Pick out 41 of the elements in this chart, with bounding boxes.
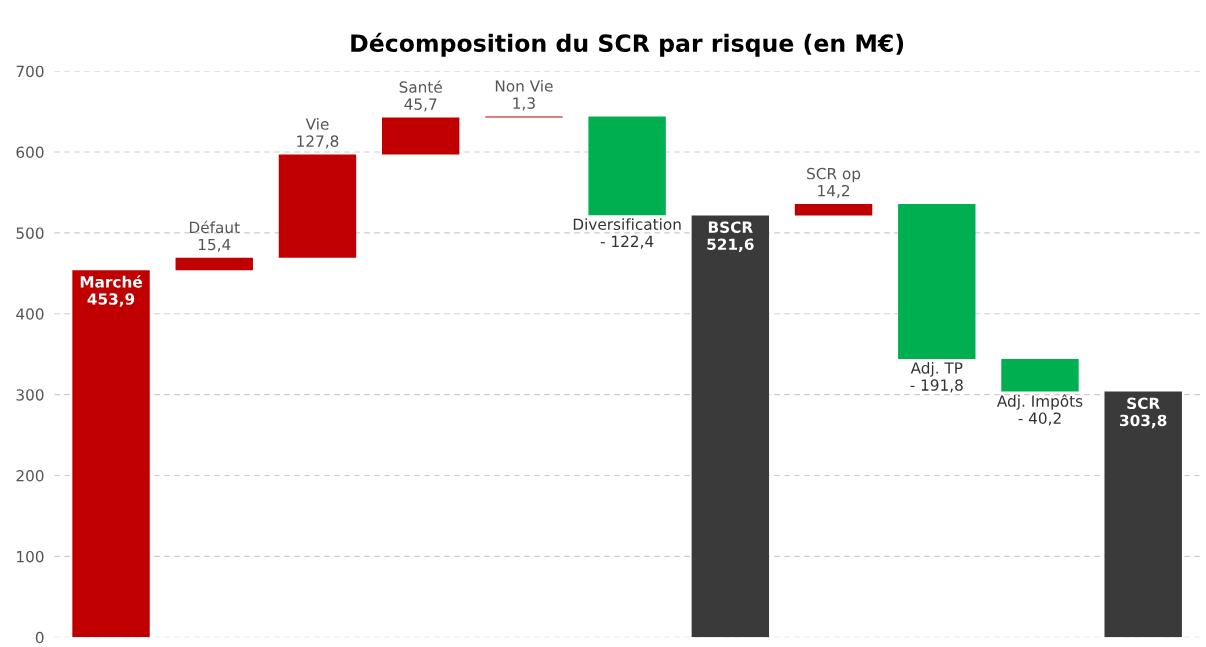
bar [588,116,666,216]
data-label: 1,3 [513,97,535,111]
data-label: 453,9 [87,293,135,307]
data-label: - 122,4 [600,235,654,249]
bar [794,203,873,216]
bar [381,117,460,155]
data-label: 45,7 [404,98,437,112]
bar [175,257,253,271]
bar [898,203,976,360]
bar [691,215,770,638]
x-tick-label: SCR [1127,397,1160,410]
bar [1001,359,1079,392]
x-tick-label: Vie [305,117,329,130]
y-tick-label: 100 [17,550,44,563]
x-tick-label: Adj. Impôts [996,394,1083,410]
data-label: 14,2 [818,184,850,199]
data-label: 303,8 [1120,414,1167,429]
y-tick-label: 600 [16,146,44,159]
x-tick-label: Non Vie [495,79,553,92]
x-tick-label: Santé [399,80,442,93]
x-tick-label: Diversification [573,218,681,231]
data-label: 15,4 [198,238,231,252]
x-tick-label: Marché [80,275,142,288]
y-tick-label: 400 [16,308,44,320]
data-label: - 40,2 [1018,412,1061,426]
y-tick-label: 0 [35,631,44,644]
data-label: - 191,8 [910,379,963,393]
x-tick-label: Adj. TP [910,361,963,377]
y-tick-label: 200 [16,470,44,482]
y-tick-label: 700 [16,65,44,78]
bar [72,270,150,638]
x-tick-label: SCR op [807,167,861,183]
bar [1104,391,1182,638]
data-label: 521,6 [707,238,754,252]
bar [278,154,357,258]
x-tick-label: Défaut [189,220,240,234]
y-tick-label: 500 [16,227,44,239]
data-label: 127,8 [297,135,339,149]
y-tick-label: 300 [16,389,44,401]
chart-title: Décomposition du SCR par risque (en M€) [351,32,904,57]
x-tick-label: BSCR [708,221,753,233]
